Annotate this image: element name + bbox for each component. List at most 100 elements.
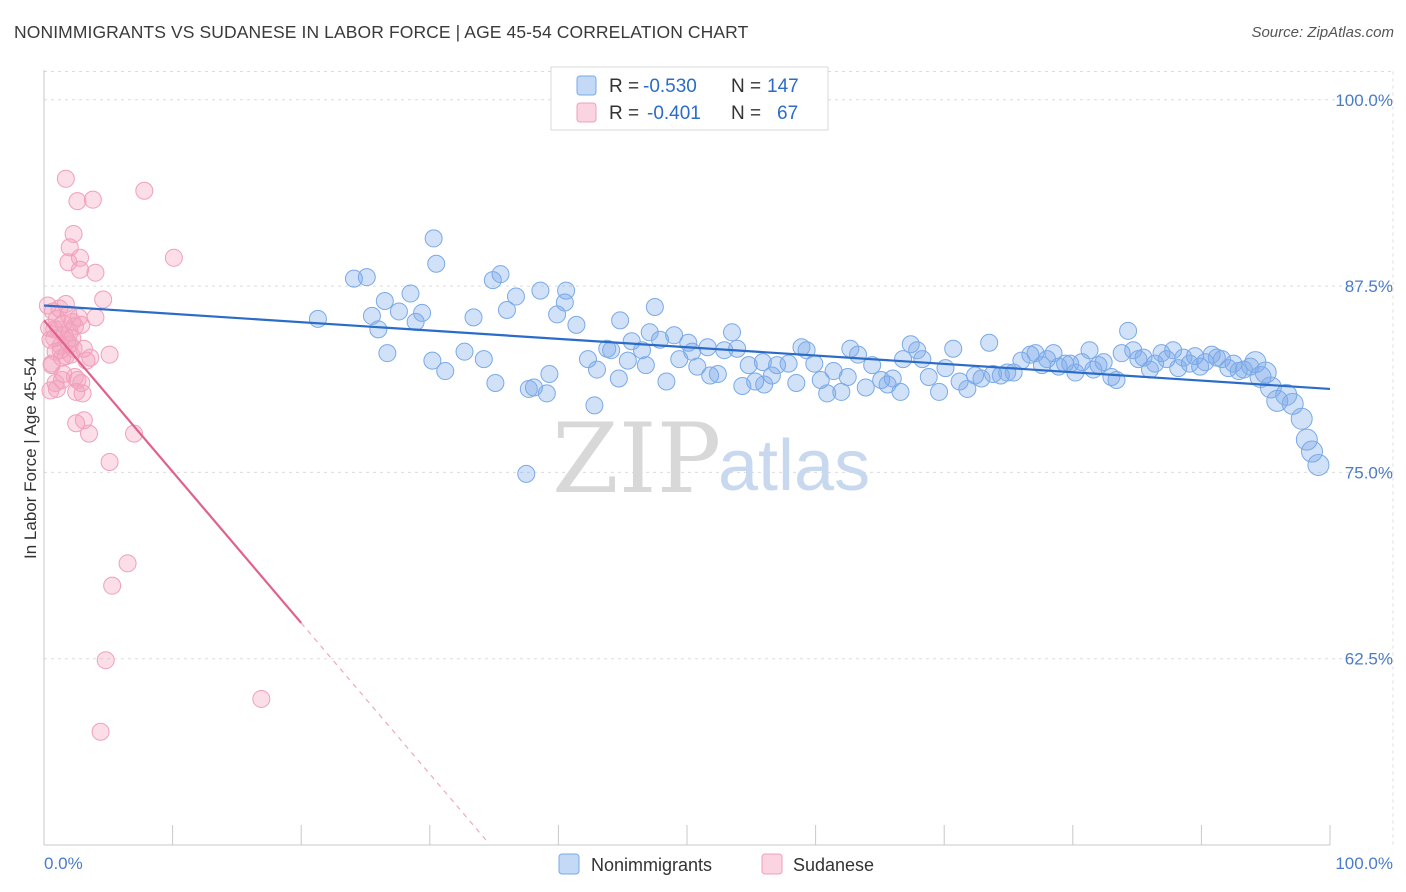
nonimmigrants-point (609, 369, 628, 388)
sudanese-point (80, 424, 99, 443)
nonimmigrants-point (832, 382, 851, 401)
nonimmigrants-point (401, 284, 420, 303)
nonimmigrants-point (578, 350, 597, 369)
nonimmigrants-point (728, 339, 747, 358)
x-tick-label: 100.0% (1335, 854, 1393, 873)
nonimmigrants-point (856, 378, 875, 397)
y-axis-label: In Labor Force | Age 45-54 (21, 357, 40, 559)
nonimmigrants-point (474, 350, 493, 369)
chart-source: Source: ZipAtlas.com (1251, 24, 1394, 41)
x-tick-label: 0.0% (44, 854, 83, 873)
nonimmigrants-point (980, 333, 999, 352)
nonimmigrants-point (723, 323, 742, 342)
nonimmigrants-point (913, 350, 932, 369)
chart-title: NONIMMIGRANTS VS SUDANESE IN LABOR FORCE… (14, 22, 749, 42)
nonimmigrants-point (665, 326, 684, 345)
legend-n-label: N = (731, 76, 761, 97)
nonimmigrants-point (622, 332, 641, 351)
nonimmigrants-point (894, 350, 913, 369)
nonimmigrants-point (555, 293, 574, 312)
nonimmigrants-point (1290, 407, 1313, 430)
sudanese-point (53, 371, 72, 389)
nonimmigrants-point (369, 320, 388, 339)
nonimmigrants-point (1044, 344, 1063, 363)
nonimmigrants-point (636, 356, 655, 375)
legend-label-nonimmigrants: Nonimmigrants (591, 855, 712, 875)
nonimmigrants-point (1134, 348, 1153, 367)
sudanese-point (68, 192, 87, 211)
nonimmigrants-point (344, 269, 363, 288)
sudanese-point (118, 554, 137, 573)
nonimmigrants-point (1300, 440, 1323, 463)
nonimmigrants-point (1152, 344, 1171, 363)
nonimmigrants-point (436, 362, 455, 381)
nonimmigrants-point (378, 344, 397, 363)
nonimmigrants-point (805, 354, 824, 373)
series-legend: Nonimmigrants Sudanese (558, 853, 874, 875)
sudanese-trendline (43, 319, 303, 624)
nonimmigrants-point (762, 366, 781, 385)
nonimmigrants-point (531, 281, 550, 300)
sudanese-point (60, 238, 79, 257)
nonimmigrants-point (1295, 428, 1318, 451)
sudanese-point (56, 169, 75, 188)
sudanese-point (100, 452, 119, 471)
nonimmigrants-point (908, 341, 927, 360)
nonimmigrants-point (455, 342, 474, 361)
sudanese-point (100, 345, 119, 364)
sudanese-trendline-extension (300, 622, 489, 843)
nonimmigrants-point (645, 297, 664, 316)
nonimmigrants-point (1112, 344, 1131, 363)
nonimmigrants-point (688, 357, 707, 376)
nonimmigrants-point (1169, 359, 1188, 378)
nonimmigrants-point (375, 292, 394, 311)
nonimmigrants-point (491, 265, 510, 284)
sudanese-point (63, 329, 82, 348)
sudanese-point (94, 290, 113, 309)
nonimmigrants-point (632, 341, 651, 360)
tick-labels: 100.0% 87.5% 75.0% 62.5% 0.0% 100.0% (44, 91, 1393, 873)
nonimmigrants-point (413, 303, 432, 322)
nonimmigrants-point (753, 353, 772, 372)
nonimmigrants-point (930, 382, 949, 401)
sudanese-point (45, 320, 64, 339)
y-tick-label: 100.0% (1335, 91, 1393, 110)
nonimmigrants-point (650, 330, 669, 349)
sudanese-point (71, 260, 90, 279)
nonimmigrants-point (708, 365, 727, 384)
nonimmigrants-point (1124, 341, 1143, 360)
nonimmigrants-point (506, 287, 525, 306)
nonimmigrants-point (357, 268, 376, 287)
nonimmigrants-point (1254, 361, 1277, 384)
nonimmigrants-point (1094, 353, 1113, 372)
legend-box (550, 66, 829, 131)
nonimmigrants-point (936, 359, 955, 378)
nonimmigrants-point (427, 254, 446, 273)
nonimmigrants-point (739, 356, 758, 375)
nonimmigrants-point (540, 365, 559, 384)
nonimmigrants-point (585, 396, 604, 415)
nonimmigrants-point (424, 229, 443, 248)
sudanese-point (72, 373, 91, 392)
nonimmigrants-point (611, 311, 630, 330)
nonimmigrants-point (497, 300, 516, 319)
nonimmigrants-point (1212, 350, 1231, 369)
nonimmigrants-point (423, 351, 442, 370)
y-tick-label: 87.5% (1345, 277, 1393, 296)
sudanese-point (103, 576, 122, 595)
sudanese-points (38, 169, 271, 741)
nonimmigrants-point (1307, 453, 1330, 476)
sudanese-point (54, 365, 73, 384)
nonimmigrants-point (486, 373, 505, 392)
legend-label-sudanese: Sudanese (793, 855, 874, 875)
nonimmigrants-point (883, 369, 902, 388)
nonimmigrants-point (657, 372, 676, 391)
nonimmigrants-point (464, 308, 483, 327)
y-tick-label: 62.5% (1345, 650, 1393, 669)
legend-swatch-nonimmigrants (558, 853, 580, 875)
sudanese-point (83, 190, 102, 209)
sudanese-point (65, 317, 84, 336)
nonimmigrants-point (863, 356, 882, 375)
nonimmigrants-point (787, 373, 806, 392)
nonimmigrants-point (958, 379, 977, 398)
